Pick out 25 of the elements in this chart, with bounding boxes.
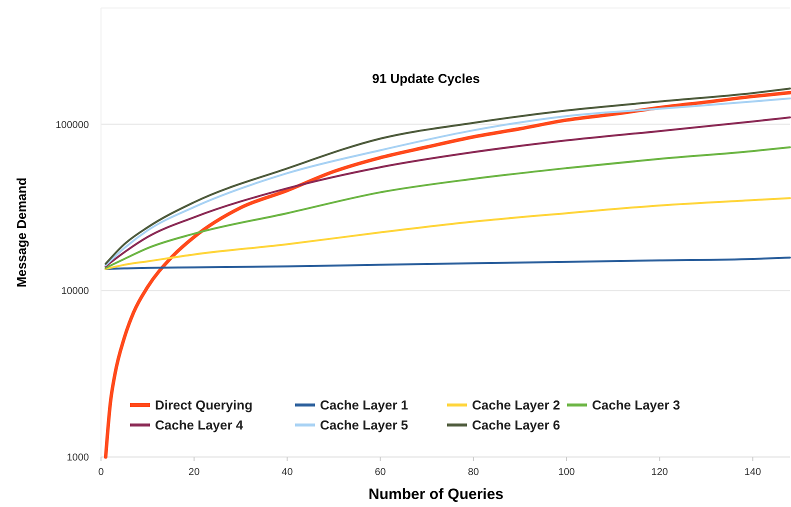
y-tick-label: 10000	[61, 286, 90, 298]
line-series	[104, 256, 791, 270]
line-series	[104, 197, 791, 270]
x-tick-label: 140	[744, 467, 762, 478]
legend-label: Cache Layer 6	[472, 418, 560, 432]
y-axis-title: Message Demand	[14, 178, 29, 288]
legend-label: Cache Layer 3	[592, 398, 680, 412]
x-tick-label: 80	[468, 467, 480, 478]
x-tick-label: 120	[651, 467, 668, 478]
x-axis-title: Number of Queries	[368, 486, 504, 503]
x-tick-label: 100	[558, 467, 576, 478]
y-tick-label: 100000	[56, 120, 90, 131]
legend-label: Cache Layer 5	[320, 418, 408, 432]
legend-label: Cache Layer 4	[155, 418, 244, 432]
x-tick-label: 40	[282, 467, 294, 478]
x-tick-label: 60	[374, 467, 386, 478]
line-series	[104, 146, 791, 269]
y-tick-label: 1000	[66, 452, 90, 464]
legend-label: Direct Querying	[155, 398, 253, 412]
x-tick-label: 20	[188, 467, 200, 478]
legend-label: Cache Layer 1	[320, 398, 408, 412]
x-tick-label: 0	[98, 467, 104, 478]
legend-label: Cache Layer 2	[472, 398, 560, 412]
line-series	[104, 90, 791, 459]
text: 91 Update Cycles	[372, 71, 480, 86]
